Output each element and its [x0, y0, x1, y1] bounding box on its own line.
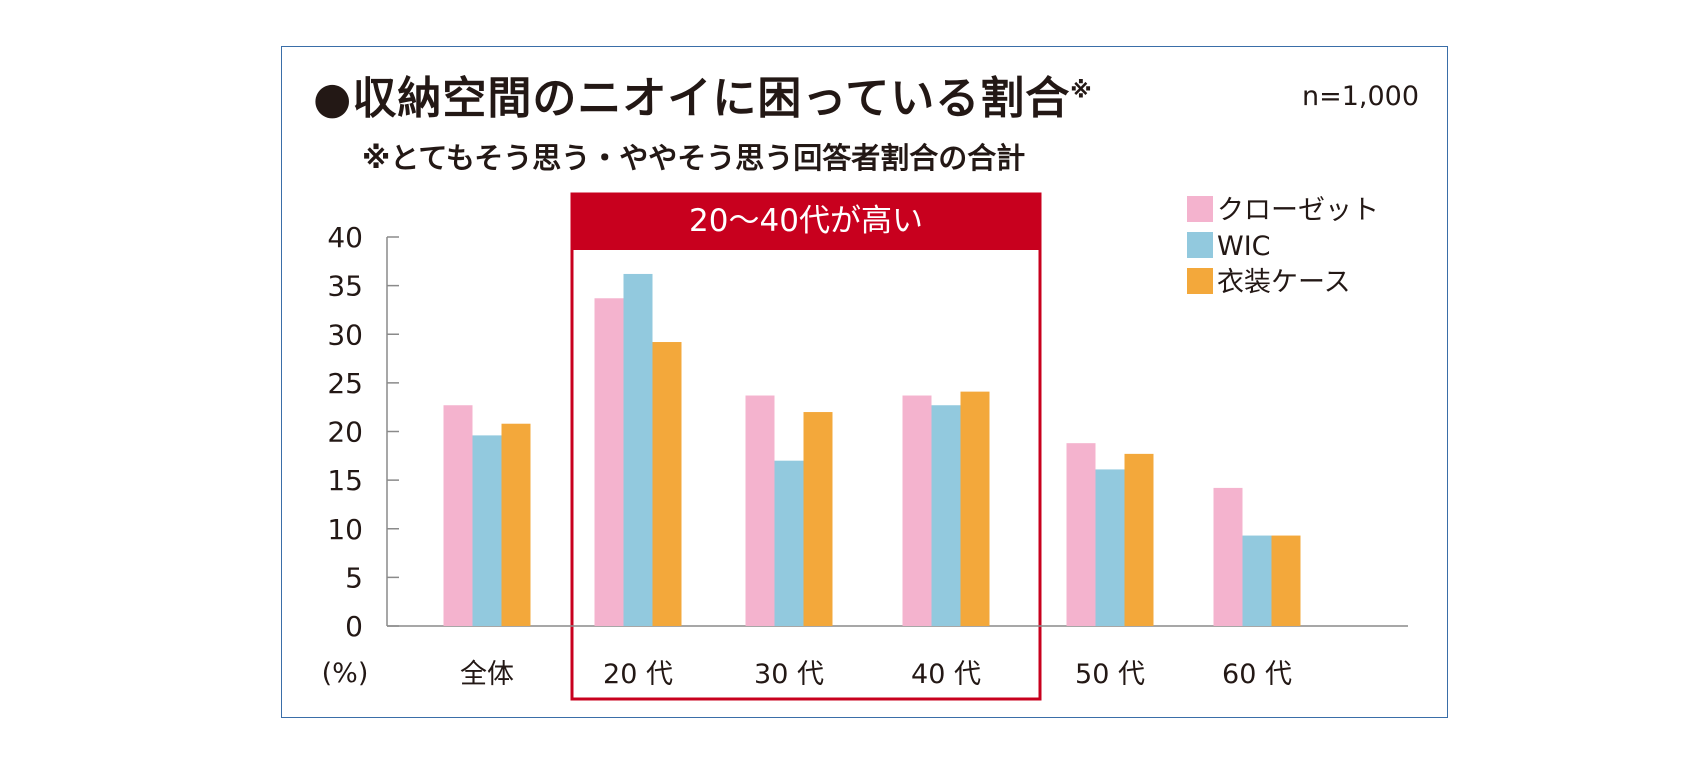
y-tick-label: 5 — [345, 561, 363, 594]
bar — [443, 405, 473, 626]
bar — [960, 391, 990, 626]
y-tick-label: 35 — [327, 270, 363, 303]
bar — [902, 395, 932, 626]
y-tick-label: 15 — [327, 464, 363, 497]
legend-label: 衣装ケース — [1217, 267, 1351, 298]
y-tick-label: 10 — [327, 513, 363, 546]
y-tick-label: 25 — [327, 367, 363, 400]
bar — [774, 460, 804, 626]
x-tick-label: 20 代 — [603, 659, 673, 690]
x-axis-labels: 全体 20 代 30 代 40 代 50 代 60 代 — [460, 659, 1292, 690]
bar — [1271, 535, 1301, 626]
bar — [501, 423, 531, 626]
bar — [1124, 453, 1154, 626]
bar — [1066, 443, 1096, 626]
legend-swatch — [1187, 268, 1213, 294]
bar — [1213, 487, 1243, 626]
legend-label: WIC — [1217, 231, 1271, 262]
x-tick-label: 全体 — [460, 659, 514, 690]
bar — [652, 342, 682, 626]
bar — [931, 405, 961, 626]
bar — [623, 273, 653, 626]
chart-subtitle: ※とてもそう思う・ややそう思う回答者割合の合計 — [362, 141, 1026, 175]
y-tick-label: 0 — [345, 610, 363, 643]
y-axis-unit-label: (%) — [322, 658, 369, 689]
x-tick-label: 30 代 — [754, 659, 824, 690]
highlight-label: 20〜40代が高い — [689, 203, 923, 239]
x-tick-label: 60 代 — [1222, 659, 1292, 690]
x-tick-label: 40 代 — [911, 659, 981, 690]
bar — [472, 435, 502, 626]
bar — [803, 412, 833, 626]
bar — [1095, 469, 1125, 626]
legend-swatch — [1187, 196, 1213, 222]
legend-swatch — [1187, 232, 1213, 258]
legend-label: クローゼット — [1217, 195, 1379, 226]
y-tick-label: 40 — [327, 221, 363, 254]
highlight-region: 20〜40代が高い — [570, 192, 1042, 701]
bar — [745, 395, 775, 626]
x-tick-label: 50 代 — [1075, 659, 1145, 690]
sample-size-label: n=1,000 — [1302, 81, 1420, 112]
y-tick-label: 30 — [327, 318, 363, 351]
title-note-mark: ※ — [1070, 78, 1093, 104]
bar — [1242, 535, 1272, 626]
bars — [443, 273, 1301, 626]
chart-title: ●収納空間のニオイに困っている割合※ — [313, 73, 1093, 124]
legend: クローゼット WIC 衣装ケース — [1187, 195, 1379, 298]
y-tick-label: 20 — [327, 416, 363, 449]
highlight-banner — [572, 194, 1040, 250]
bar — [594, 298, 624, 626]
